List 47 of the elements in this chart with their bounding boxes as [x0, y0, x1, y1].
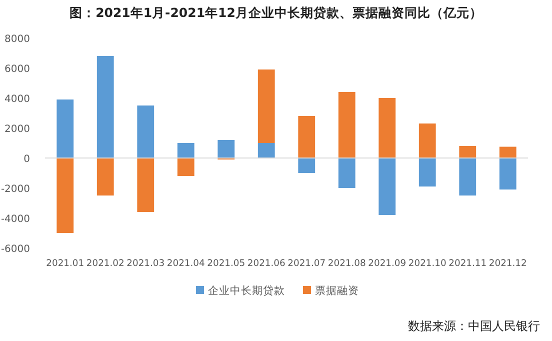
bar: [258, 143, 275, 158]
bar: [137, 106, 154, 158]
x-tick-label: 2021.01: [46, 258, 84, 269]
bar: [459, 146, 476, 158]
bar: [418, 124, 436, 158]
x-tick-label: 2021.08: [328, 258, 366, 269]
x-tick-label: 2021.06: [247, 258, 286, 269]
legend-label: 票据融资: [315, 285, 359, 297]
bar: [218, 140, 235, 158]
x-tick-label: 2021.04: [166, 258, 206, 269]
bar: [177, 158, 194, 176]
bar: [499, 146, 516, 158]
bar: [96, 56, 114, 158]
chart-title: 图：2021年1月-2021年12月企业中长期贷款、票据融资同比（亿元）: [70, 5, 482, 20]
bar: [378, 98, 396, 158]
x-tick-label: 2021.02: [86, 258, 124, 269]
y-tick-label: 2000: [4, 124, 30, 135]
x-tick-label: 2021.07: [288, 258, 326, 269]
y-tick-label: 6000: [4, 64, 30, 75]
bar: [338, 158, 356, 188]
x-tick-label: 2021.03: [126, 258, 165, 269]
x-tick-label: 2021.11: [448, 258, 487, 269]
y-tick-label: -4000: [0, 214, 30, 225]
x-tick-label: 2021.12: [488, 258, 527, 269]
bar: [56, 100, 74, 158]
bar: [298, 116, 316, 158]
bar: [378, 158, 396, 215]
y-tick-label: -2000: [0, 184, 30, 195]
bar: [459, 158, 476, 196]
y-tick-label: 0: [24, 154, 30, 165]
bar: [96, 158, 114, 196]
bar: [56, 158, 74, 233]
bar: [418, 158, 436, 186]
legend-label: 企业中长期贷款: [208, 284, 285, 297]
bar: [177, 143, 194, 158]
bar: [137, 158, 154, 212]
bar: [298, 158, 316, 173]
y-tick-label: 4000: [4, 94, 30, 105]
bar: [499, 158, 516, 190]
y-tick-label: -6000: [0, 244, 30, 255]
source-note: 数据来源：中国人民银行: [408, 319, 540, 333]
y-tick-label: 8000: [4, 34, 30, 45]
x-tick-label: 2021.09: [368, 258, 406, 269]
x-tick-label: 2021.05: [207, 258, 246, 269]
x-tick-label: 2021.10: [408, 258, 447, 269]
bar: [258, 70, 275, 143]
bar: [338, 92, 356, 158]
